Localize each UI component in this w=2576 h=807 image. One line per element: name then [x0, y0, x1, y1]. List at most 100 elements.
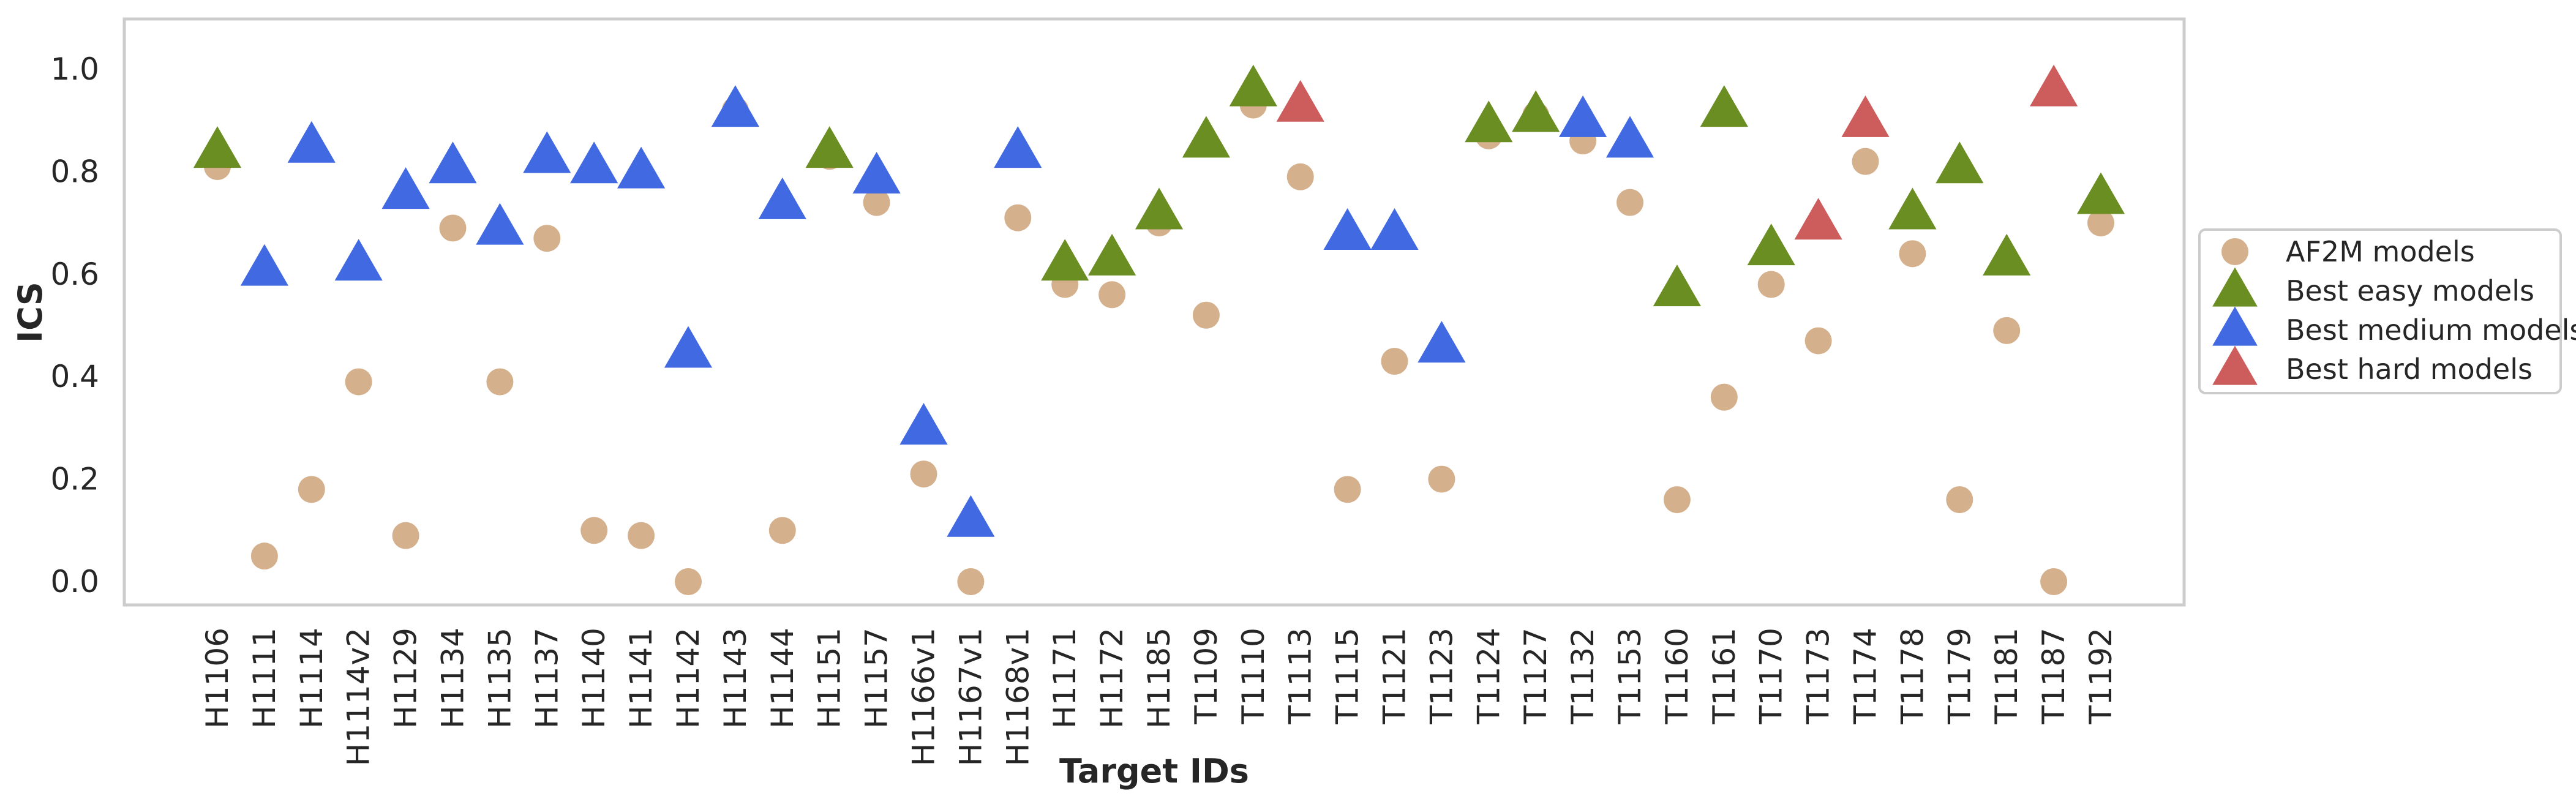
- af2m-point: [1381, 348, 1408, 375]
- best-easy-models-point: [1747, 223, 1795, 266]
- x-tick-label: T1178: [1894, 628, 1930, 725]
- x-axis-ticks: H1106 H1111 H1114 H1114v2 H1129 H1134 H1135 H11…: [200, 628, 2119, 766]
- x-tick-label: H1143: [718, 628, 753, 729]
- af2m-point: [533, 225, 561, 252]
- best-medium-models-point: [523, 131, 571, 173]
- y-tick-label: 1.0: [50, 51, 99, 87]
- best-easy-models-point: [1700, 85, 1748, 127]
- best-medium-models-point: [240, 244, 288, 286]
- best-easy-models-point: [1229, 64, 1277, 107]
- x-tick-label: H1172: [1094, 628, 1130, 729]
- x-tick-label: T1113: [1283, 628, 1318, 725]
- af2m-point: [392, 522, 419, 549]
- x-tick-label: H1135: [482, 628, 517, 729]
- best-hard-models-point: [2030, 64, 2078, 107]
- af2m-point: [1757, 271, 1785, 298]
- x-tick-label: T1174: [1848, 628, 1883, 725]
- x-tick-label: H1141: [623, 628, 659, 729]
- x-tick-label: H1185: [1141, 628, 1177, 729]
- legend-marker: [2212, 267, 2258, 307]
- best-medium-models-point: [758, 177, 806, 219]
- af2m-point: [1946, 486, 1973, 514]
- best-medium-models-point: [852, 151, 901, 193]
- best-medium-models-point: [994, 126, 1042, 168]
- af2m-point: [1993, 317, 2021, 344]
- best-medium-models-point: [381, 167, 430, 209]
- x-tick-label: T1173: [1801, 628, 1836, 725]
- x-tick-label: T1132: [1565, 628, 1601, 725]
- af2m-point: [1617, 189, 1643, 216]
- af2m-point: [298, 476, 325, 503]
- af2m-point: [1192, 301, 1220, 329]
- best-easy-models-point: [1888, 187, 1937, 230]
- x-tick-label: T1127: [1518, 628, 1553, 725]
- x-tick-label: T1170: [1754, 628, 1789, 725]
- best-medium-models-point: [1559, 95, 1607, 137]
- best-medium-models-point: [476, 203, 524, 245]
- legend-label: AF2M models: [2286, 235, 2475, 268]
- x-tick-label: T1153: [1612, 628, 1648, 725]
- best-medium-models-point: [429, 141, 477, 184]
- x-tick-label: T1179: [1942, 628, 1977, 725]
- legend-marker: [2212, 345, 2258, 385]
- best-medium-models-point: [1605, 116, 1654, 158]
- x-tick-label: T1123: [1424, 628, 1459, 725]
- x-tick-label: H1157: [859, 628, 895, 729]
- af2m-point: [1710, 383, 1738, 411]
- af2m-point: [250, 542, 278, 570]
- af2m-point: [1428, 465, 1455, 493]
- legend-label: Best medium models: [2286, 313, 2576, 347]
- af2m-point: [345, 368, 372, 396]
- legend-label: Best hard models: [2286, 353, 2533, 386]
- best-medium-models-point: [899, 403, 948, 445]
- best-easy-models-point: [2076, 172, 2125, 214]
- af2m-point: [1663, 486, 1691, 514]
- x-tick-label: T1160: [1659, 628, 1695, 725]
- best-hard-models-point: [1841, 95, 1890, 137]
- y-tick-label: 0.0: [50, 564, 99, 599]
- af2m-point: [580, 517, 608, 544]
- af2m-point: [486, 368, 514, 396]
- af2m-point: [863, 189, 890, 216]
- best-hard-models-point: [1276, 80, 1324, 122]
- legend-frame: [2198, 228, 2562, 394]
- best-easy-models-point: [805, 126, 854, 168]
- best-easy-models-point: [1041, 239, 1089, 281]
- best-hard-models-point: [1794, 198, 1842, 240]
- legend: AF2M models Best easy models Best medium m…: [2198, 228, 2576, 394]
- best-medium-models-point: [664, 326, 713, 368]
- x-axis-label: Target IDs: [1059, 752, 1249, 790]
- x-tick-label: T1110: [1236, 628, 1271, 725]
- af2m-point: [1899, 240, 1926, 268]
- best-easy-models-point: [1182, 116, 1230, 158]
- best-medium-models-point: [1418, 321, 1466, 363]
- x-tick-label: H1129: [388, 628, 424, 729]
- af2m-point: [768, 517, 796, 544]
- x-tick-label: T1124: [1471, 628, 1506, 725]
- x-tick-label: T1115: [1330, 628, 1365, 725]
- x-tick-label: H1171: [1047, 628, 1083, 729]
- best-easy-models-point: [1135, 187, 1184, 230]
- legend-marker: [2212, 306, 2258, 346]
- af2m-point: [957, 568, 985, 595]
- x-tick-label: H1166v1: [906, 628, 942, 766]
- best-easy-models-point: [1465, 100, 1513, 143]
- best-easy-models-point: [193, 126, 242, 168]
- plot-frame: [122, 17, 2186, 607]
- x-tick-label: H1167v1: [953, 628, 988, 766]
- data-markers: [193, 64, 2125, 595]
- x-tick-label: H1168v1: [1000, 628, 1035, 766]
- legend-marker: [2221, 238, 2248, 265]
- x-tick-label: H1106: [200, 628, 235, 729]
- x-tick-label: H1151: [812, 628, 847, 729]
- x-tick-label: H1114v2: [341, 628, 377, 766]
- best-easy-models-point: [1512, 90, 1560, 132]
- best-medium-models-point: [570, 141, 618, 184]
- best-medium-models-point: [1323, 208, 1372, 250]
- best-medium-models-point: [711, 85, 759, 127]
- af2m-point: [1098, 281, 1126, 309]
- best-medium-models-point: [287, 121, 336, 163]
- af2m-point: [1334, 476, 1361, 503]
- y-tick-label: 0.4: [50, 359, 99, 394]
